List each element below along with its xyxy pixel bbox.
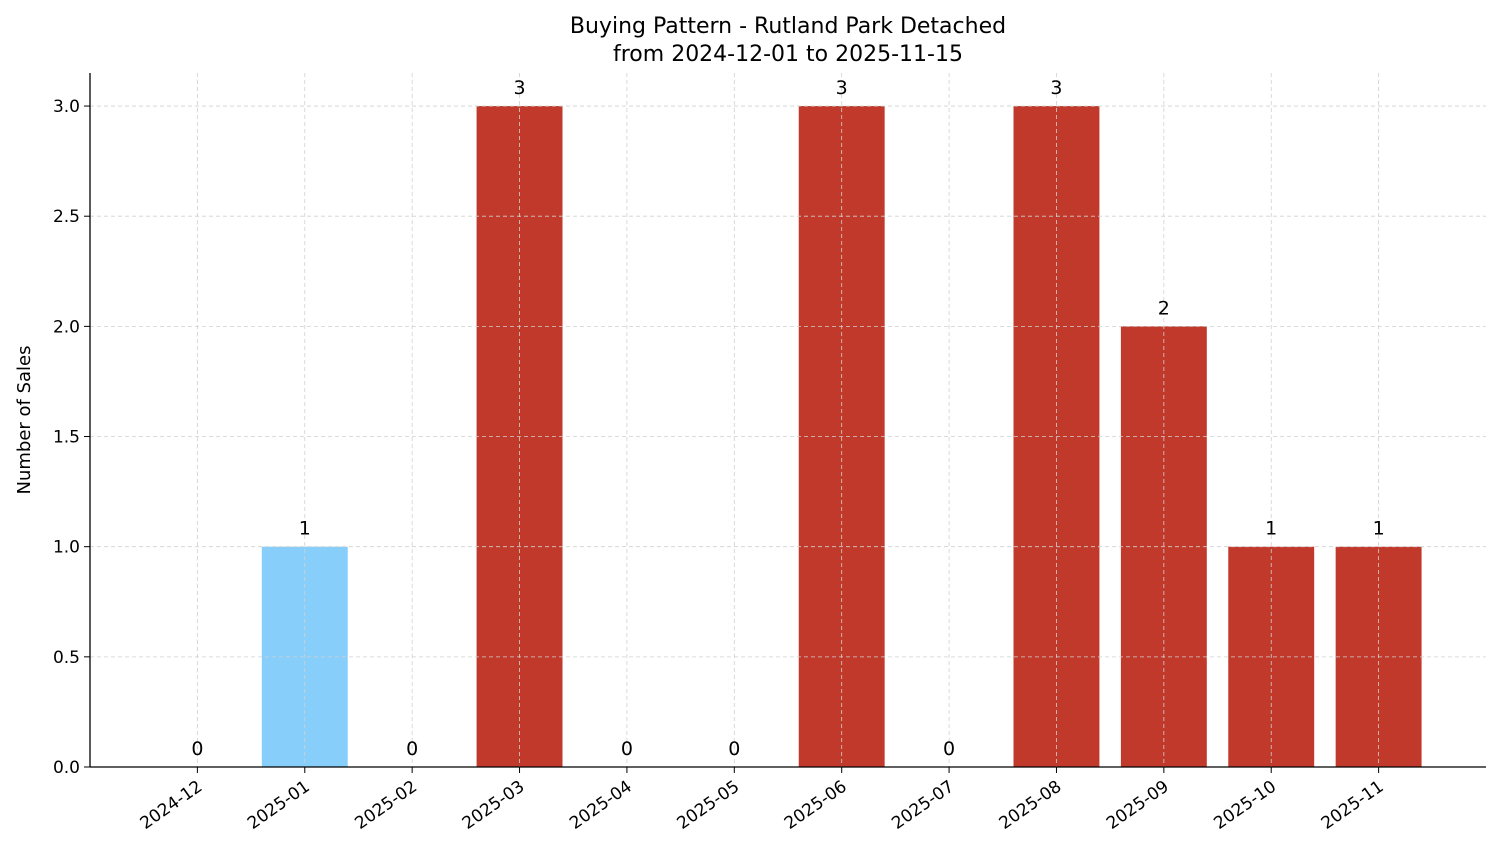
data-label: 1 xyxy=(1373,518,1385,540)
data-label: 0 xyxy=(406,738,418,760)
y-tick-label: 2.5 xyxy=(53,207,80,227)
y-tick-label: 1.5 xyxy=(53,428,80,448)
y-tick-label: 1.0 xyxy=(53,538,80,558)
x-tick-label: 2025-01 xyxy=(244,777,314,834)
y-tick-label: 3.0 xyxy=(53,97,80,117)
data-labels: 0 1 0 3 0 0 3 0 3 2 1 1 xyxy=(191,77,1384,760)
x-tick-label: 2025-03 xyxy=(459,777,529,834)
y-tick-label: 2.0 xyxy=(53,317,80,337)
chart-title: Buying Pattern - Rutland Park Detached xyxy=(570,14,1006,39)
y-tick-label: 0.0 xyxy=(53,758,80,778)
data-label: 0 xyxy=(621,738,633,760)
data-label: 0 xyxy=(191,738,203,760)
x-tick-label: 2025-08 xyxy=(996,777,1066,834)
x-tick-label: 2025-07 xyxy=(888,777,958,834)
data-label: 0 xyxy=(943,738,955,760)
x-tick-label: 2025-02 xyxy=(351,777,421,834)
data-label: 3 xyxy=(513,77,525,99)
chart-subtitle: from 2024-12-01 to 2025-11-15 xyxy=(613,42,963,67)
x-tick-label: 2025-05 xyxy=(674,777,744,834)
x-tick-label: 2025-04 xyxy=(566,777,636,834)
data-label: 1 xyxy=(299,518,311,540)
y-tick-label: 0.5 xyxy=(53,648,80,668)
data-label: 3 xyxy=(836,77,848,99)
x-tick-label: 2025-11 xyxy=(1318,777,1388,834)
data-label: 0 xyxy=(728,738,740,760)
x-tick-label: 2025-09 xyxy=(1103,777,1173,834)
data-label: 3 xyxy=(1050,77,1062,99)
data-label: 1 xyxy=(1265,518,1277,540)
x-tick-label: 2025-06 xyxy=(781,777,851,834)
x-tick-label: 2024-12 xyxy=(137,777,207,834)
x-tick-label: 2025-10 xyxy=(1210,777,1280,834)
y-axis-label: Number of Sales xyxy=(14,345,35,494)
data-label: 2 xyxy=(1158,297,1170,319)
